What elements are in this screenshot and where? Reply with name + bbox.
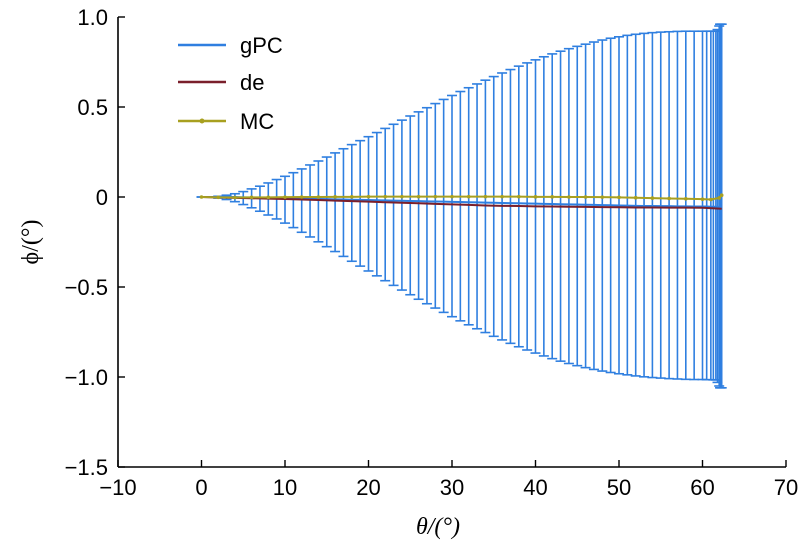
x-tick-label: 40 — [523, 475, 547, 500]
mc-marker — [466, 194, 471, 199]
mc-marker — [233, 195, 237, 200]
mc-marker — [216, 195, 220, 200]
y-tick-label: −1.5 — [65, 455, 108, 480]
y-axis-title: ϕ/(°) — [18, 220, 44, 265]
mc-marker — [450, 194, 454, 199]
mc-marker — [567, 195, 571, 199]
mc-marker — [316, 195, 321, 199]
mc-marker — [633, 195, 638, 200]
x-tick-label: 70 — [774, 475, 798, 500]
mc-marker — [366, 194, 371, 199]
y-tick-label: −0.5 — [65, 275, 108, 300]
y-tick-label: −1.0 — [65, 365, 108, 390]
mc-marker — [483, 194, 488, 199]
plot-area — [196, 23, 727, 389]
mc-marker — [719, 193, 724, 197]
mc-marker — [299, 195, 304, 199]
mc-marker — [550, 195, 554, 199]
series-mc — [199, 193, 724, 202]
legend: gPC de MC — [178, 33, 283, 134]
mc-marker — [583, 195, 588, 199]
x-axis-ticks: −10 0 10 20 30 40 50 60 70 — [99, 460, 798, 500]
mc-marker — [517, 194, 521, 199]
mc-marker — [717, 196, 721, 200]
x-tick-label: 30 — [440, 475, 464, 500]
mc-marker — [500, 194, 504, 199]
mc-marker — [416, 194, 421, 199]
x-axis-title: θ/(°) — [416, 514, 460, 540]
mc-marker — [199, 195, 204, 199]
mc-marker — [684, 197, 688, 201]
x-tick-label: 0 — [195, 475, 207, 500]
mc-marker — [600, 195, 605, 199]
mc-marker — [266, 195, 271, 200]
mc-marker — [650, 196, 655, 200]
legend-label-de: de — [240, 70, 264, 95]
mc-line — [201, 194, 723, 201]
legend-label-gpc: gPC — [240, 33, 283, 58]
y-tick-label: 0.5 — [77, 95, 108, 120]
mc-marker — [350, 195, 354, 199]
mc-marker — [617, 195, 621, 200]
mc-marker — [333, 195, 337, 199]
x-tick-label: −10 — [99, 475, 136, 500]
x-tick-label: 20 — [356, 475, 380, 500]
y-axis-ticks: 1.0 0.5 0 −0.5 −1.0 −1.5 — [65, 5, 125, 480]
mc-marker — [533, 195, 538, 199]
mc-marker — [667, 196, 671, 201]
mc-marker — [249, 195, 254, 200]
x-tick-label: 50 — [607, 475, 631, 500]
y-tick-label: 0 — [96, 185, 108, 210]
x-tick-label: 10 — [273, 475, 297, 500]
series-de — [201, 196, 722, 210]
series-gpc — [196, 23, 727, 389]
mc-marker — [400, 194, 404, 199]
mc-marker — [283, 195, 287, 199]
mc-marker — [433, 194, 438, 199]
x-tick-label: 60 — [690, 475, 714, 500]
y-tick-label: 1.0 — [77, 5, 108, 30]
mc-marker — [709, 197, 713, 202]
de-line — [201, 196, 722, 210]
legend-marker-mc — [199, 118, 205, 124]
mc-marker — [383, 194, 388, 199]
mc-marker — [700, 197, 705, 201]
legend-label-mc: MC — [240, 109, 274, 134]
